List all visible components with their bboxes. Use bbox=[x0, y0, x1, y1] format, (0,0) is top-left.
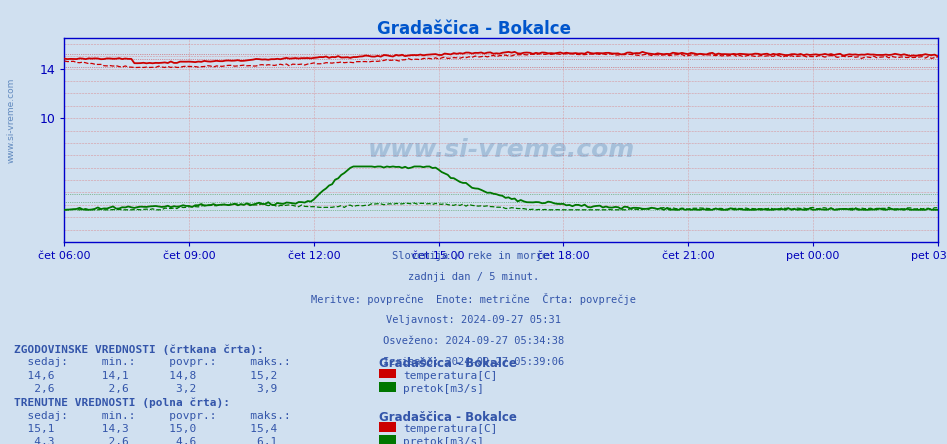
Text: temperatura[C]: temperatura[C] bbox=[403, 371, 498, 381]
Text: Gradaščica - Bokalce: Gradaščica - Bokalce bbox=[379, 357, 517, 370]
Text: Gradaščica - Bokalce: Gradaščica - Bokalce bbox=[379, 411, 517, 424]
Text: temperatura[C]: temperatura[C] bbox=[403, 424, 498, 434]
Text: Izrisano: 2024-09-27 05:39:06: Izrisano: 2024-09-27 05:39:06 bbox=[383, 357, 564, 368]
Text: 15,1       14,3      15,0        15,4: 15,1 14,3 15,0 15,4 bbox=[14, 424, 277, 434]
Text: zadnji dan / 5 minut.: zadnji dan / 5 minut. bbox=[408, 272, 539, 282]
Text: Gradaščica - Bokalce: Gradaščica - Bokalce bbox=[377, 20, 570, 38]
Text: www.si-vreme.com: www.si-vreme.com bbox=[367, 138, 634, 162]
Text: 2,6        2,6       3,2         3,9: 2,6 2,6 3,2 3,9 bbox=[14, 384, 277, 394]
Text: TRENUTNE VREDNOSTI (polna črta):: TRENUTNE VREDNOSTI (polna črta): bbox=[14, 397, 230, 408]
Text: Meritve: povprečne  Enote: metrične  Črta: povprečje: Meritve: povprečne Enote: metrične Črta:… bbox=[311, 293, 636, 305]
Text: ZGODOVINSKE VREDNOSTI (črtkana črta):: ZGODOVINSKE VREDNOSTI (črtkana črta): bbox=[14, 344, 264, 355]
Text: sedaj:     min.:     povpr.:     maks.:: sedaj: min.: povpr.: maks.: bbox=[14, 411, 291, 421]
Text: Osveženo: 2024-09-27 05:34:38: Osveženo: 2024-09-27 05:34:38 bbox=[383, 336, 564, 346]
Text: pretok[m3/s]: pretok[m3/s] bbox=[403, 437, 485, 444]
Text: 14,6       14,1      14,8        15,2: 14,6 14,1 14,8 15,2 bbox=[14, 371, 277, 381]
Text: Veljavnost: 2024-09-27 05:31: Veljavnost: 2024-09-27 05:31 bbox=[386, 315, 561, 325]
Text: pretok[m3/s]: pretok[m3/s] bbox=[403, 384, 485, 394]
Text: Slovenija / reke in morje.: Slovenija / reke in morje. bbox=[392, 251, 555, 261]
Text: 4,3        2,6       4,6         6,1: 4,3 2,6 4,6 6,1 bbox=[14, 437, 277, 444]
Text: www.si-vreme.com: www.si-vreme.com bbox=[7, 77, 16, 163]
Text: sedaj:     min.:     povpr.:     maks.:: sedaj: min.: povpr.: maks.: bbox=[14, 357, 291, 368]
